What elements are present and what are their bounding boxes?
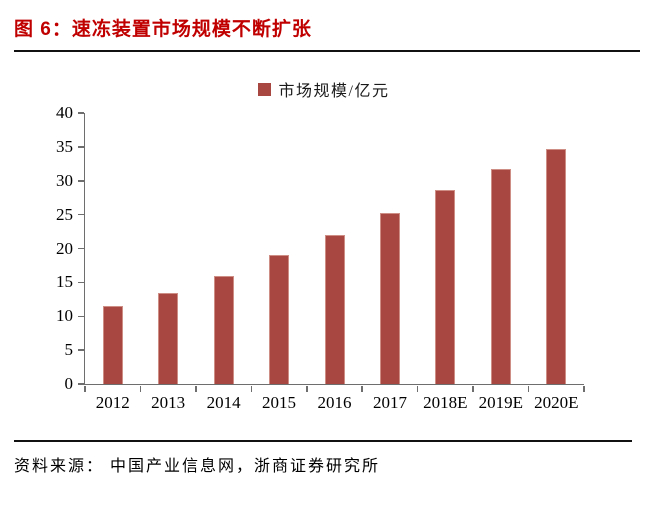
- x-tick-label: 2013: [151, 393, 186, 412]
- y-tick-label: 30: [56, 170, 73, 190]
- y-tick-label: 10: [56, 306, 73, 326]
- x-axis-tick: [306, 386, 308, 392]
- bar-2014: [213, 275, 234, 384]
- y-tick-label: 5: [64, 340, 74, 360]
- x-axis-tick: [139, 386, 142, 392]
- y-axis-tick: [78, 112, 84, 114]
- x-tick-label: 2015: [262, 393, 297, 412]
- y-tick-label: 0: [64, 374, 74, 393]
- source-note: 资料来源： 中国产业信息网，浙商证券研究所: [14, 458, 381, 475]
- x-tick-label: 2016: [317, 393, 352, 412]
- x-axis-tick: [583, 386, 585, 392]
- x-axis-tick: [361, 386, 363, 392]
- legend-swatch-icon: [257, 82, 271, 96]
- bar-2019E: [490, 169, 511, 384]
- x-tick-label: 2017: [372, 393, 407, 412]
- y-axis-tick: [78, 315, 84, 317]
- y-axis-tick: [78, 213, 84, 216]
- y-axis-tick: [78, 247, 84, 250]
- x-axis-tick: [250, 386, 253, 392]
- bar-2020E: [546, 148, 567, 384]
- bar-2012: [102, 306, 123, 384]
- bar-2013: [158, 293, 179, 384]
- y-axis-tick: [78, 349, 84, 351]
- footer-divider: [14, 440, 632, 442]
- y-tick-label: 35: [56, 136, 73, 156]
- chart-legend: 市场规模/亿元: [0, 77, 647, 101]
- y-axis-tick: [78, 383, 84, 385]
- title-divider: [14, 50, 640, 52]
- bar-2017: [379, 213, 400, 384]
- x-tick-label: 2020E: [534, 393, 579, 412]
- figure-title: 图 6：速冻装置市场规模不断扩张: [14, 19, 312, 40]
- bar-2016: [324, 234, 345, 384]
- y-axis-tick: [78, 281, 84, 284]
- x-tick-label: 2018E: [423, 393, 468, 412]
- y-tick-label: 40: [56, 103, 73, 122]
- y-axis-tick: [78, 146, 84, 148]
- x-tick-label: 2012: [95, 393, 130, 412]
- legend-label: 市场规模/亿元: [278, 83, 390, 100]
- y-tick-label: 15: [56, 272, 73, 292]
- x-axis-tick: [472, 386, 474, 392]
- x-axis-tick: [195, 386, 197, 392]
- x-axis-tick: [527, 386, 530, 392]
- x-tick-label: 2019E: [478, 393, 524, 412]
- plot-area: 0 5 10 15 20 25 30 35 40 2012 2013 2014 2015 2016 2017…: [56, 104, 585, 412]
- y-tick-label: 20: [56, 238, 73, 258]
- y-axis-tick: [78, 180, 84, 182]
- x-axis-tick: [416, 386, 419, 392]
- x-axis-tick: [84, 386, 86, 392]
- bar-2015: [269, 255, 290, 384]
- bar-2018E: [435, 190, 456, 384]
- y-tick-label: 25: [56, 204, 73, 224]
- x-tick-label: 2014: [206, 393, 241, 412]
